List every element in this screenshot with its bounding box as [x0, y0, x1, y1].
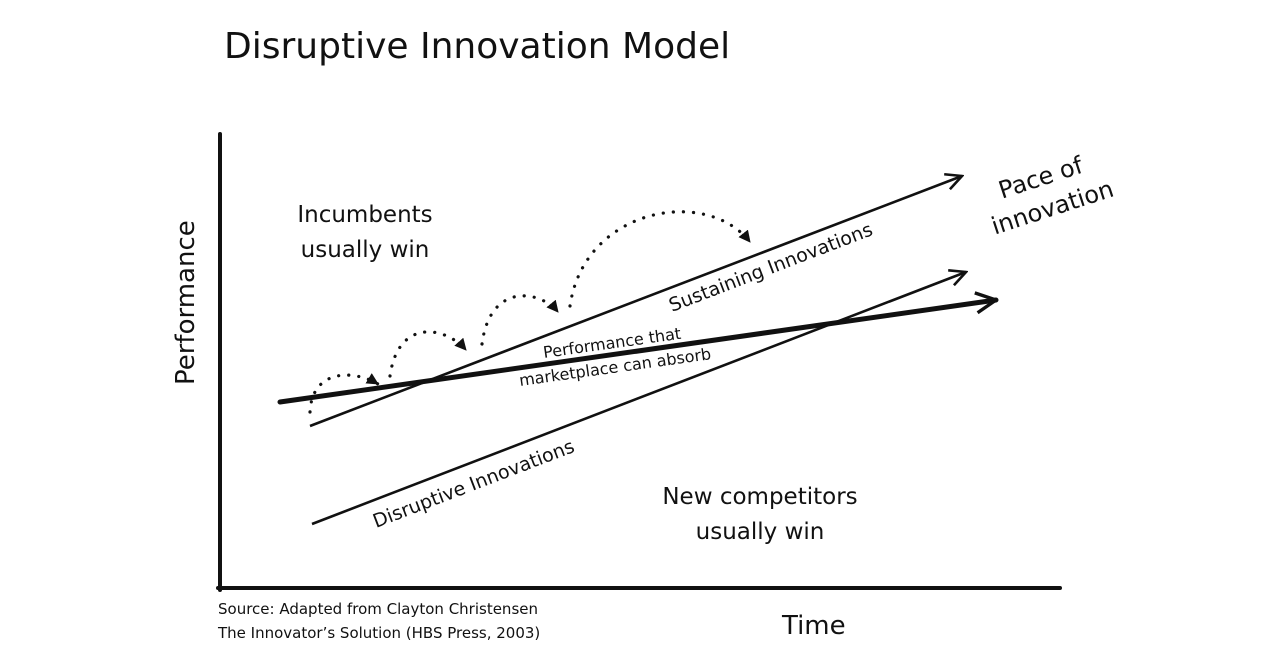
disruptive-innovations-line: [311, 272, 966, 526]
disruptive-innovations-label: Disruptive Innovations: [370, 435, 578, 532]
dotted-hop-arrow-3: [480, 294, 560, 346]
source-line-2: The Innovator’s Solution (HBS Press, 200…: [217, 624, 540, 642]
x-axis-label: Time: [781, 611, 846, 641]
market-absorb-line: [277, 300, 996, 405]
incumbents-label-line-1: Incumbents: [297, 202, 432, 228]
new-competitors-label-line-2: usually win: [696, 519, 825, 545]
source-line-1: Source: Adapted from Clayton Christensen: [218, 600, 538, 618]
new-competitors-label-line-1: New competitors: [662, 484, 857, 510]
incumbents-label-line-2: usually win: [301, 237, 430, 263]
sustaining-innovations-label: Sustaining Innovations: [666, 219, 876, 317]
diagram-title: Disruptive Innovation Model: [224, 26, 730, 67]
dotted-hop-arrow-2: [388, 330, 468, 378]
pace-of-innovation-label: Pace of innovation: [988, 151, 1117, 241]
y-axis-label: Performance: [171, 220, 201, 385]
